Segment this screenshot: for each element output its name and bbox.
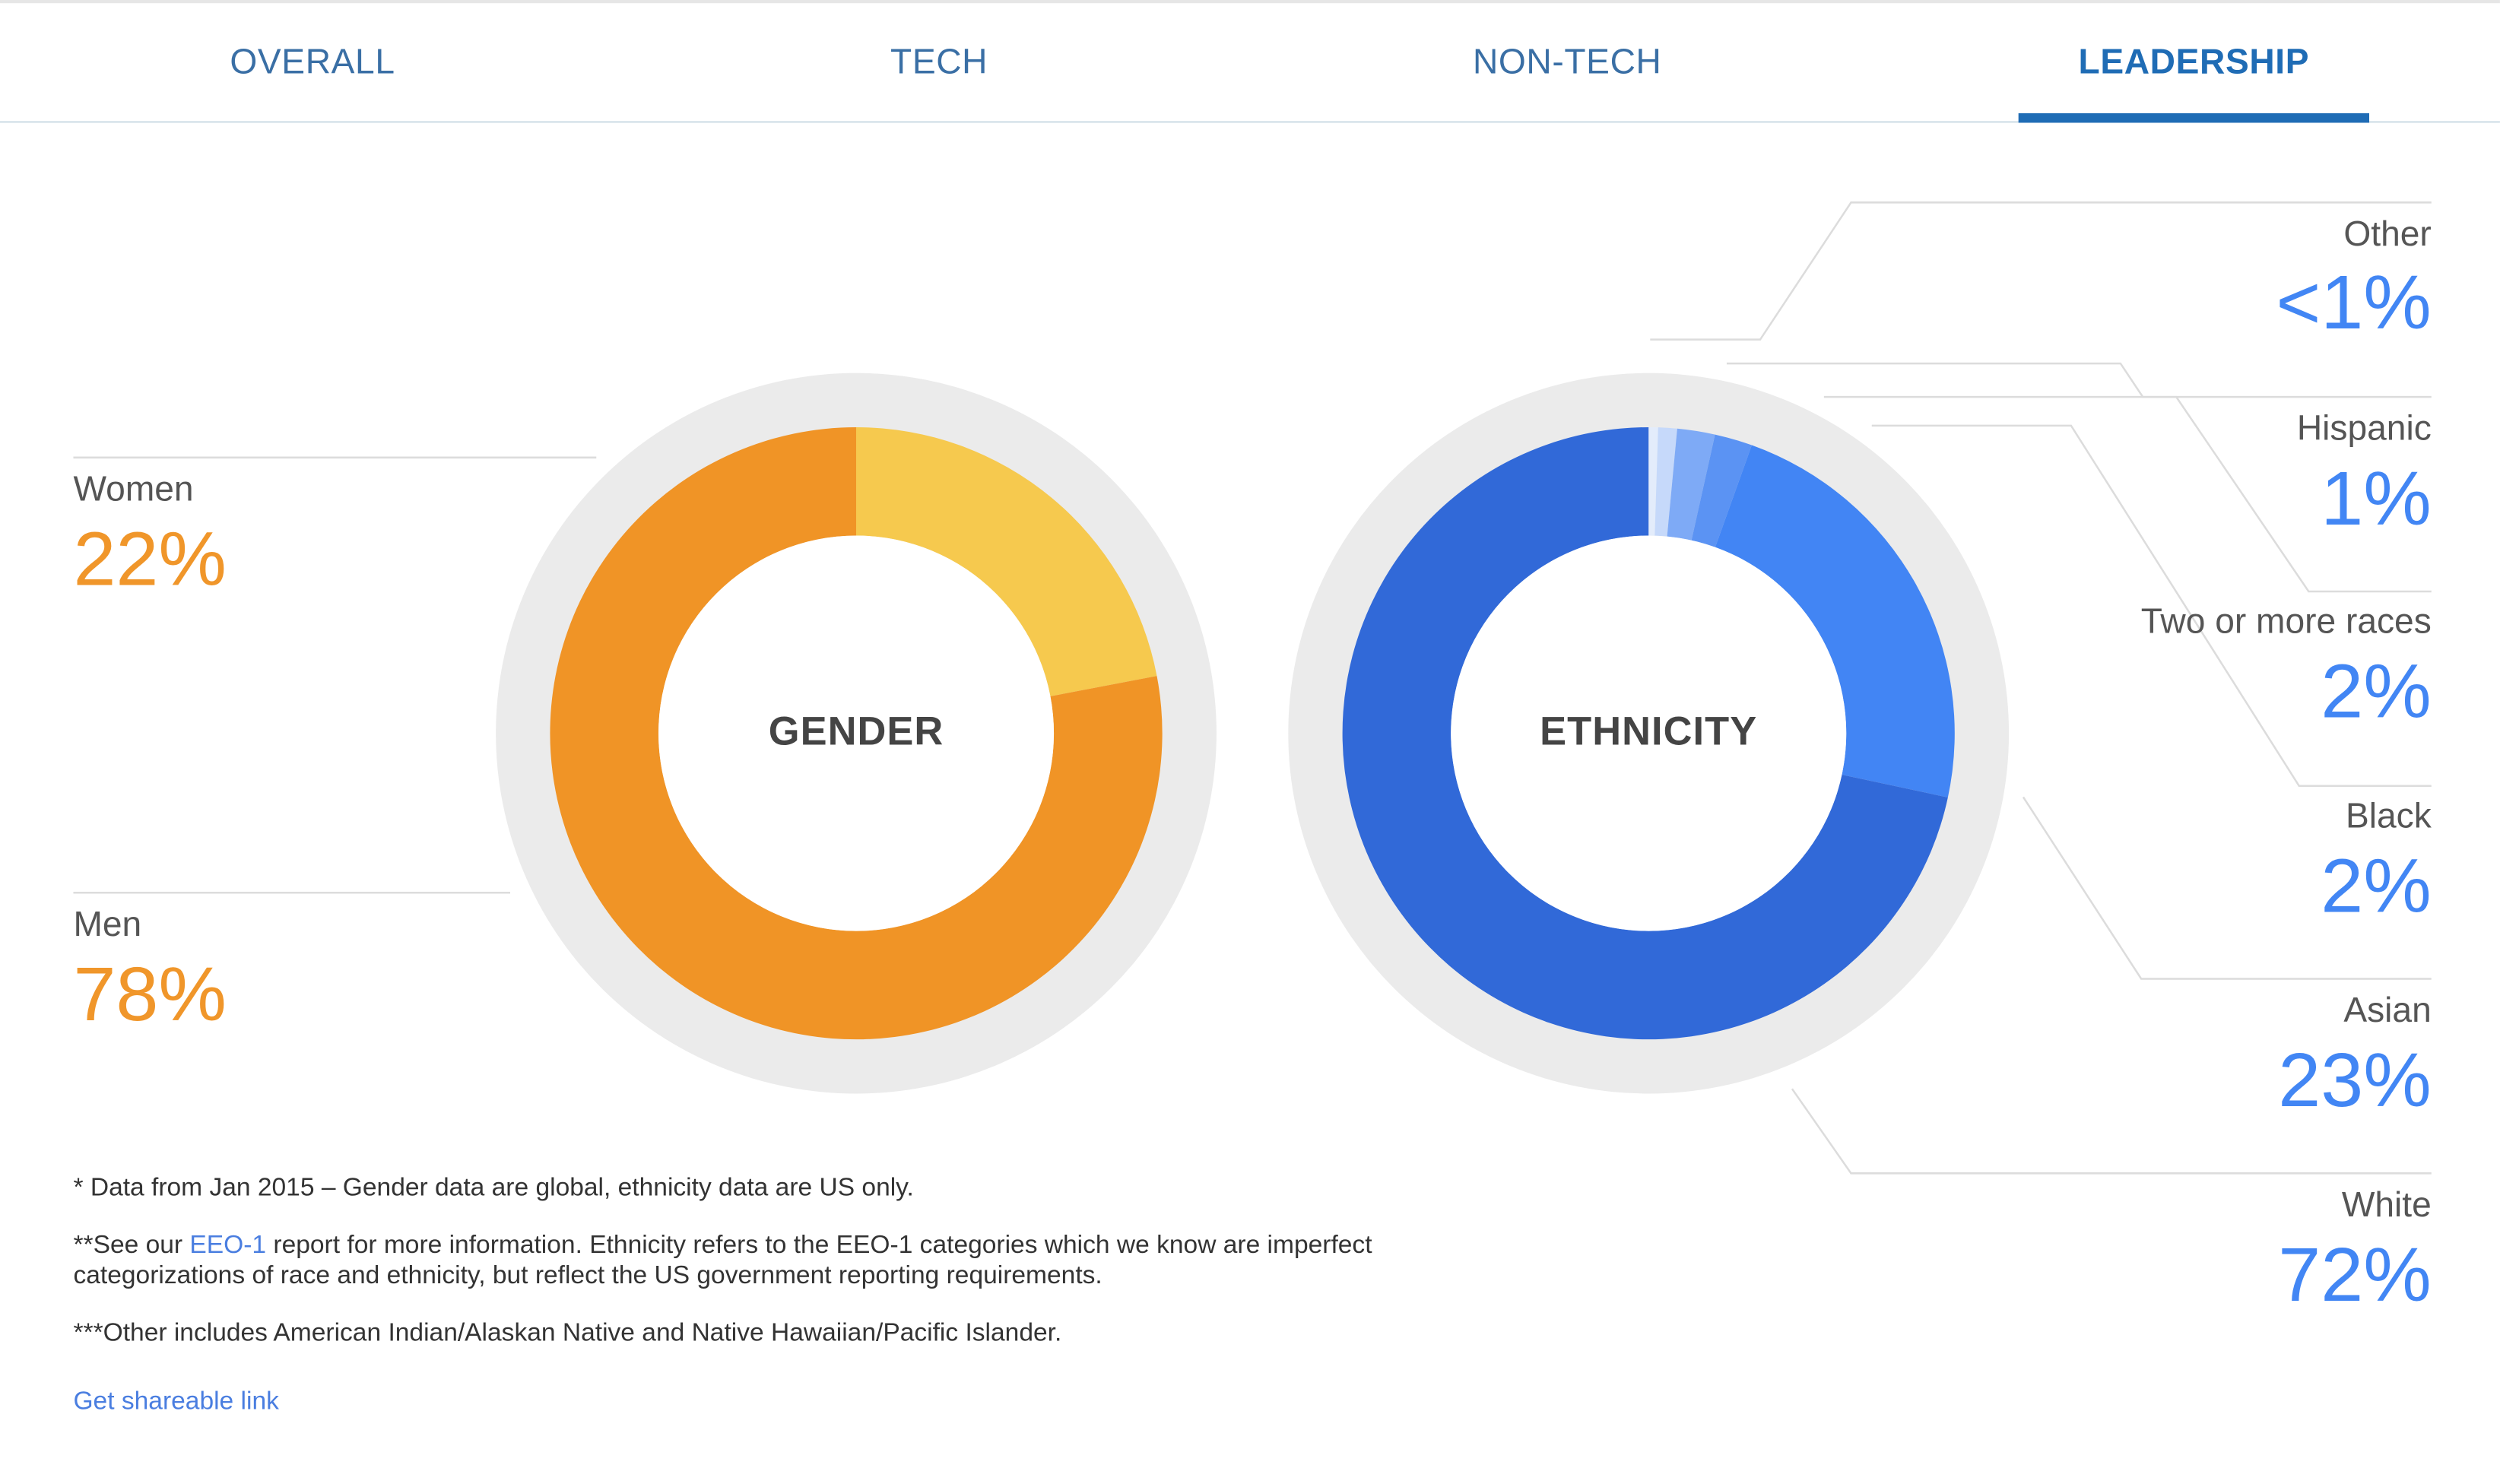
white-label: White (2341, 1184, 2432, 1225)
black-label: Black (2345, 795, 2432, 836)
tab-tech[interactable]: TECH (890, 41, 988, 81)
hispanic-value: 1% (2321, 457, 2432, 542)
hispanic-connector (1726, 362, 2432, 398)
footnote-eeo1-suffix: report for more information. Ethnicity r… (73, 1232, 1372, 1290)
black-value: 2% (2321, 845, 2432, 930)
other-value: <1% (2276, 261, 2432, 347)
hispanic-label: Hispanic (2296, 407, 2432, 449)
ethnicity-slice-hispanic (1655, 427, 1677, 537)
men-label: Men (73, 903, 142, 944)
eeo1-link[interactable]: EEO-1 (189, 1232, 267, 1260)
two-or-more-label: Two or more races (2140, 601, 2432, 641)
white-connector (1791, 1088, 2432, 1175)
men-value: 78% (73, 953, 227, 1038)
women-label: Women (73, 468, 194, 509)
gender-slice-women (856, 426, 1157, 696)
white-value: 72% (2278, 1234, 2432, 1319)
ethnicity-donut-chart (1288, 373, 2010, 1094)
gender-donut-chart (496, 373, 1217, 1094)
asian-label: Asian (2343, 990, 2432, 1030)
black-connector (1871, 424, 2432, 788)
gender-center-label: GENDER (768, 709, 944, 754)
gender-slice-men (550, 426, 1163, 1040)
ethnicity-slice-white (1342, 426, 1948, 1040)
top-border (0, 0, 2500, 4)
ethnicity-slice-black (1691, 434, 1752, 547)
footnote-eeo1: **See our EEO-1 report for more informat… (73, 1231, 1508, 1292)
ethnicity-center-label: ETHNICITY (1540, 709, 1758, 754)
ethnicity-center-hole (1451, 535, 1847, 931)
other-connector (1650, 201, 2432, 341)
tab-non-tech[interactable]: NON-TECH (1472, 41, 1662, 81)
connector-lines (73, 201, 2432, 1175)
shareable-link[interactable]: Get shareable link (73, 1388, 279, 1416)
ethnicity-slice-two-or-more-races (1667, 428, 1715, 541)
two-or-more-connector (1823, 395, 2432, 593)
gender-center-hole (658, 535, 1055, 931)
tab-overall[interactable]: OVERALL (230, 41, 395, 81)
footnote-other: ***Other includes American Indian/Alaska… (73, 1320, 1062, 1347)
two-or-more-value: 2% (2321, 650, 2432, 735)
active-tab-indicator (2018, 113, 2369, 123)
ethnicity-slice-other (1648, 426, 1658, 536)
women-value: 22% (73, 518, 227, 603)
footnote-data-source: * Data from Jan 2015 – Gender data are g… (73, 1175, 914, 1203)
other-label: Other (2343, 213, 2432, 254)
asian-value: 23% (2278, 1039, 2432, 1124)
tab-leadership[interactable]: LEADERSHIP (2078, 41, 2310, 81)
asian-connector (2022, 796, 2432, 980)
tab-bar: OVERALL TECH NON-TECH LEADERSHIP (0, 3, 2500, 123)
ethnicity-slice-asian (1715, 445, 1955, 797)
footnote-eeo1-prefix: **See our (73, 1232, 190, 1260)
